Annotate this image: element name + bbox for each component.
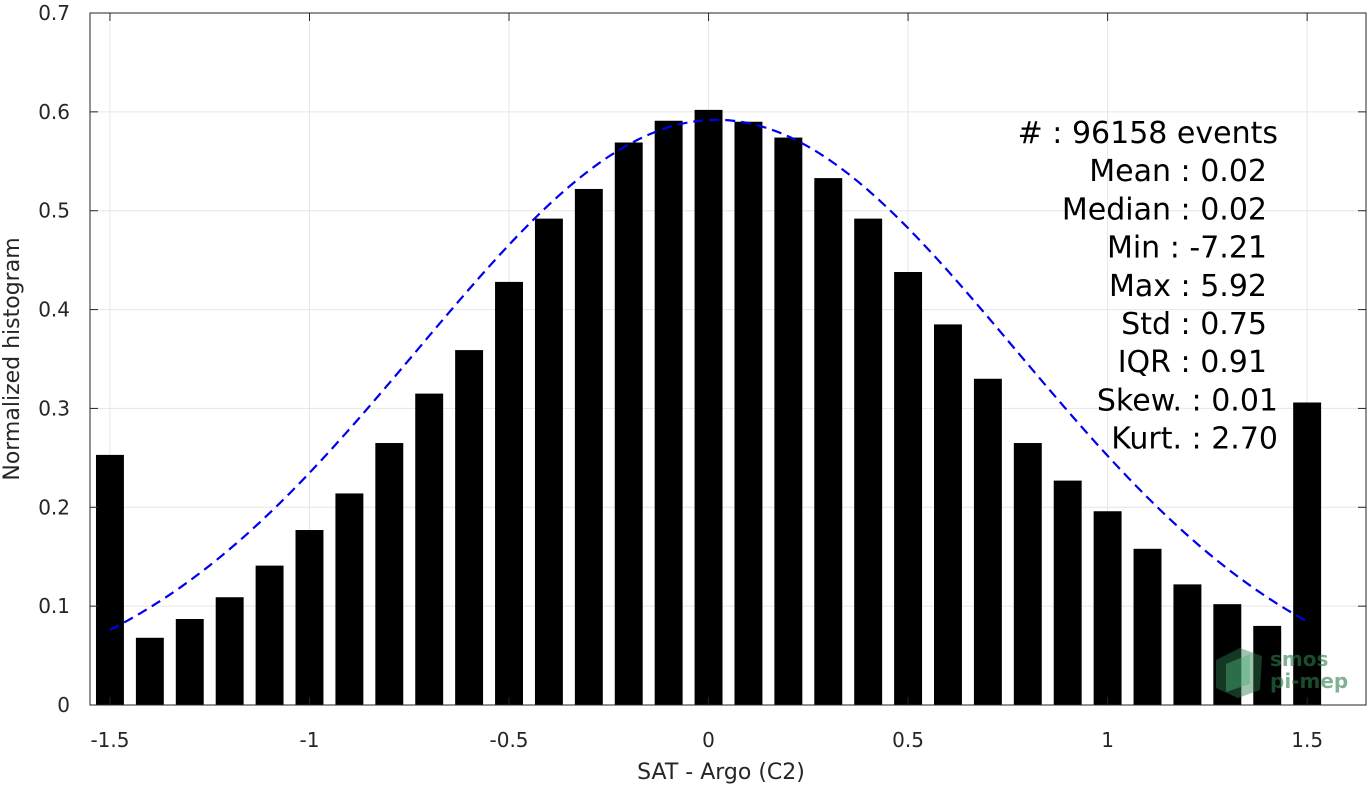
stats-line: Skew. : 0.01 [1097, 383, 1278, 418]
histogram-bar [1213, 604, 1242, 705]
x-tick-label: 1.5 [1291, 728, 1323, 752]
histogram-bar [614, 142, 643, 705]
x-tick-label: 0.5 [892, 728, 924, 752]
histogram-bar [255, 565, 284, 705]
logo-text-pimep: pi-mep [1270, 669, 1348, 693]
histogram-bar [894, 272, 923, 705]
y-tick-label: 0.7 [38, 1, 70, 25]
histogram-bar [1013, 443, 1042, 705]
histogram-bar [415, 393, 444, 705]
histogram-bar [1173, 584, 1202, 705]
x-tick-label: 1 [1101, 728, 1114, 752]
histogram-bar [694, 109, 723, 705]
histogram-bar [814, 178, 843, 705]
histogram-bar [574, 188, 603, 706]
histogram-bar [495, 281, 523, 705]
smos-pimep-logo: smos pi-mep [1216, 647, 1348, 698]
histogram-bar [135, 637, 164, 705]
histogram-bar [1093, 511, 1122, 705]
histogram-bar [375, 443, 404, 705]
histogram-bar [1133, 548, 1162, 705]
stats-line: IQR : 0.91 [1118, 345, 1267, 380]
histogram-bar [934, 324, 962, 705]
histogram-bar [95, 454, 124, 705]
y-tick-label: 0 [57, 693, 70, 717]
y-tick-label: 0.2 [38, 495, 70, 519]
y-tick-label: 0.6 [38, 100, 70, 124]
plot-frame [89, 12, 1367, 706]
stats-line: Std : 0.75 [1121, 307, 1267, 342]
x-tick-label: -0.5 [490, 728, 529, 752]
y-tick-label: 0.4 [38, 298, 70, 322]
grid-lines [90, 12, 1367, 706]
stats-line: Mean : 0.02 [1089, 154, 1267, 189]
histogram-bar [534, 218, 563, 705]
histogram-bar [654, 120, 683, 706]
x-tick-label: -1.5 [90, 728, 129, 752]
histogram-bar [1293, 402, 1322, 705]
axis-ticks [90, 12, 1366, 706]
histogram-bar [335, 493, 364, 705]
y-tick-label: 0.5 [38, 199, 70, 223]
histogram-bar [175, 618, 204, 705]
histogram-bar [1253, 625, 1282, 705]
histogram-bar [774, 137, 803, 705]
histogram-bar [455, 350, 484, 705]
x-axis-label: SAT - Argo (C2) [637, 760, 805, 785]
y-tick-label: 0.1 [38, 594, 70, 618]
x-tick-labels: -1.5 -1 -0.5 0 0.5 1 1.5 [90, 728, 1323, 752]
stats-line: Max : 5.92 [1109, 269, 1267, 304]
stats-line: Min : -7.21 [1107, 231, 1267, 266]
histogram-bar [1053, 480, 1082, 705]
histogram-bar [973, 378, 1002, 705]
stats-line: Median : 0.02 [1062, 192, 1267, 227]
x-tick-label: 0 [702, 728, 715, 752]
histogram-bar [854, 218, 883, 705]
x-tick-label: -1 [300, 728, 320, 752]
y-tick-labels: 0 0.1 0.2 0.3 0.4 0.5 0.6 0.7 [38, 1, 70, 717]
histogram-bar [295, 530, 324, 705]
histogram-bar [215, 597, 244, 705]
y-axis-label: Normalized histogram [0, 237, 25, 480]
fit-curve [109, 118, 1308, 631]
stats-line: # : 96158 events [1018, 116, 1278, 151]
histogram-bars [95, 109, 1322, 706]
y-tick-label: 0.3 [38, 396, 70, 420]
histogram-bar [734, 121, 763, 705]
logo-text-smos: smos [1270, 647, 1328, 671]
stats-line: Kurt. : 2.70 [1111, 422, 1278, 457]
